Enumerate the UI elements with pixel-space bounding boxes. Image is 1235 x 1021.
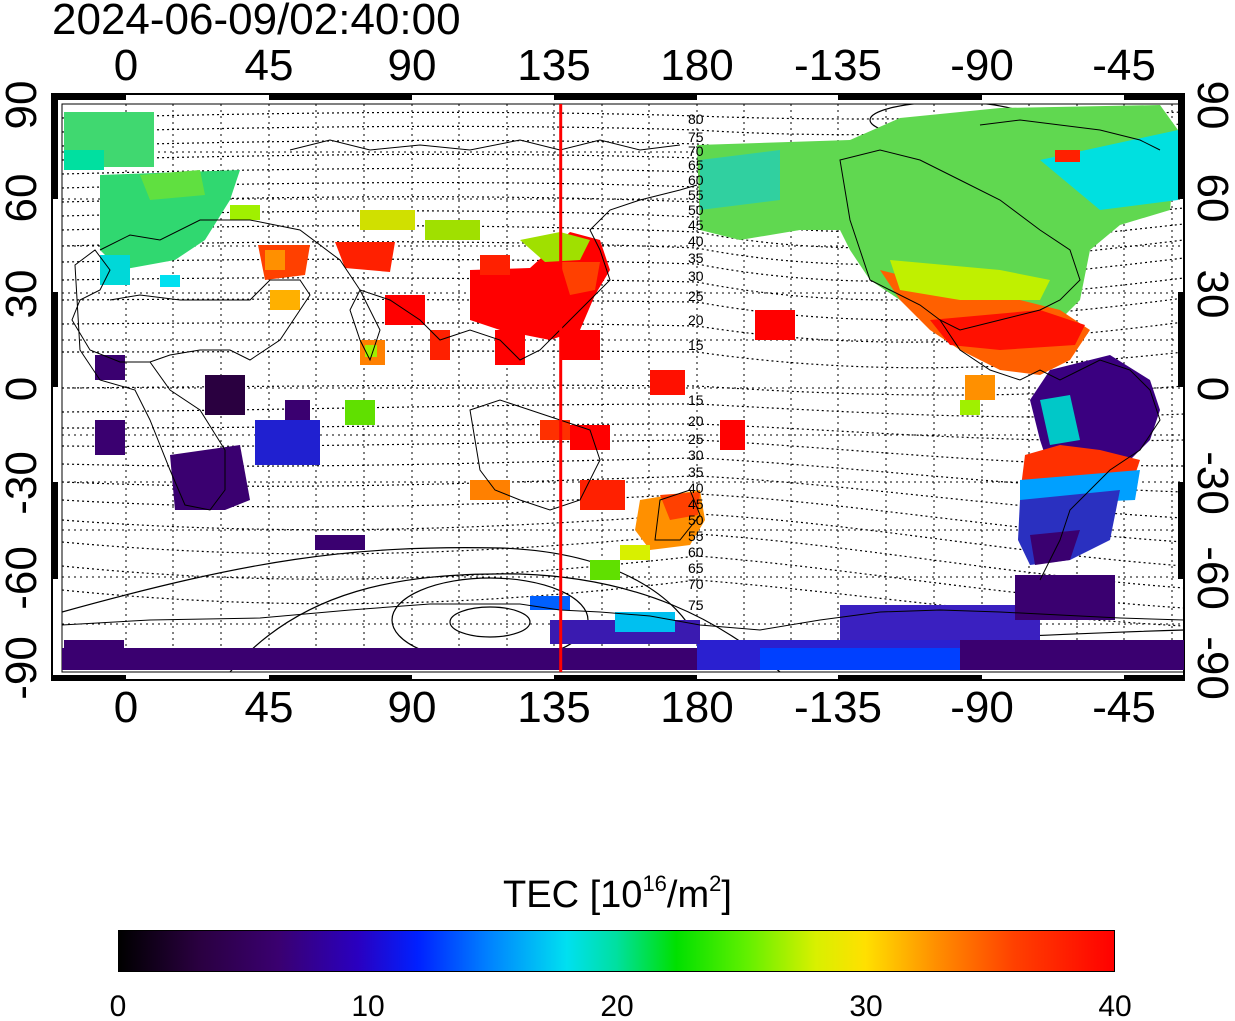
contour-label: 30 [688,447,704,463]
top-lon-label: 45 [244,41,294,90]
contour-label: 75 [688,597,704,613]
top-lon-label: 180 [660,41,734,90]
colorbar-tick-label: 10 [351,990,385,1021]
top-lon-label: -135 [793,41,883,90]
contour-label: 45 [688,217,704,233]
bottom-lon-label: -45 [1092,683,1156,732]
contour-label: 55 [688,187,704,203]
top-lon-label: 135 [517,41,591,90]
contour-label: 45 [688,496,704,512]
contour-label: 60 [688,544,704,560]
top-lon-label: 90 [387,41,437,90]
bottom-lon-label: 45 [244,683,294,732]
bottom-lon-label: 0 [113,683,139,732]
border-ticks [52,94,1184,680]
tec-data [62,105,1184,670]
contour-label: 35 [688,250,704,266]
contour-label: 75 [688,129,704,145]
colorbar-tick-label: 40 [1098,990,1132,1021]
colorbar-title-exponent: 16 [642,871,667,896]
top-lon-label: -90 [950,41,1014,90]
contour-label: 55 [688,528,704,544]
contour-label: 25 [688,288,704,304]
contour-label: 15 [688,392,704,408]
colorbar-title: TEC [1016/m2] [0,862,1235,917]
contour-label: 50 [688,512,704,528]
colorbar-title-unit-exponent: 2 [709,871,722,896]
contour-label: 40 [688,480,704,496]
contour-label: 30 [688,268,704,284]
contour-label: 80 [688,111,704,127]
bottom-lon-label: -135 [793,683,883,732]
contour-label: 35 [688,464,704,480]
bottom-lon-label: 90 [387,683,437,732]
contour-label: 25 [688,431,704,447]
bottom-lon-label: -90 [950,683,1014,732]
contour-label: 65 [688,560,704,576]
contour-label: 70 [688,576,704,592]
colorbar-title-suffix: ] [721,874,732,916]
colorbar [118,930,1115,972]
colorbar-title-unit: /m [666,874,710,916]
bottom-lon-label: 180 [660,683,734,732]
colorbar-tick-label: 0 [109,990,127,1021]
top-lon-label: -45 [1092,41,1156,90]
colorbar-tick-label: 20 [600,990,634,1021]
coastlines [62,119,1184,631]
contour-label: 15 [688,337,704,353]
contour-label: 50 [688,202,704,218]
colorbar-title-prefix: TEC [10 [503,874,643,916]
contour-label: 65 [688,157,704,173]
contour-label: 20 [688,413,704,429]
colorbar-tick-label: 30 [849,990,883,1021]
contour-labels-south: 15 20 25 30 35 40 45 50 55 60 65 70 75 [688,392,704,613]
contour-label: 70 [688,143,704,159]
timestamp-label: 2024-06-09/02:40:00 [52,0,461,44]
contour-label: 40 [688,233,704,249]
top-lon-label: 0 [113,41,139,90]
contour-label: 60 [688,172,704,188]
contour-label: 20 [688,312,704,328]
bottom-lon-label: 135 [517,683,591,732]
contour-labels-north: 80 75 70 65 60 55 50 45 40 35 30 25 20 1… [688,111,704,353]
